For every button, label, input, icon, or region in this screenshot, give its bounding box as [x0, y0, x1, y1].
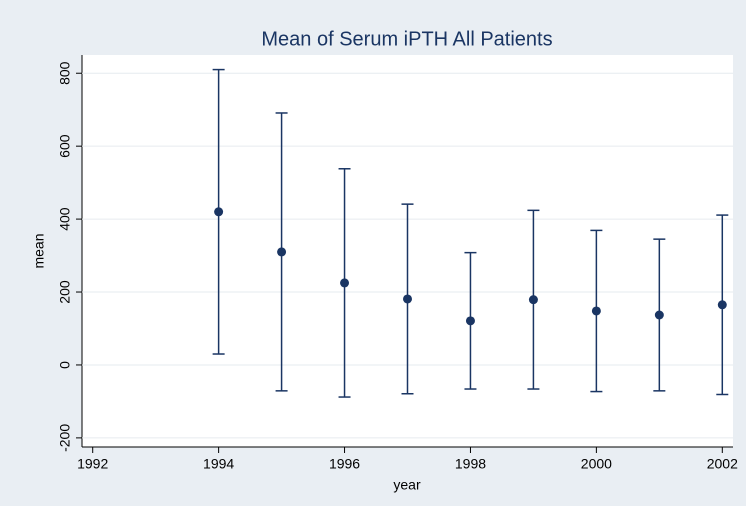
y-tick-label: 600 [57, 134, 73, 158]
point [277, 247, 287, 257]
x-tick-label: 1994 [203, 456, 234, 472]
y-axis-label: mean [31, 233, 47, 268]
x-tick-label: 2002 [707, 456, 738, 472]
x-tick-label: 1998 [455, 456, 486, 472]
point [528, 295, 538, 305]
point [654, 310, 664, 320]
x-tick-label: 2000 [581, 456, 612, 472]
point [214, 207, 224, 217]
x-tick-label: 1996 [329, 456, 360, 472]
point [591, 306, 601, 316]
x-axis-label: year [393, 477, 421, 493]
y-tick-label: -200 [57, 424, 73, 452]
point [340, 278, 350, 288]
y-tick-label: 0 [57, 361, 73, 369]
x-tick-label: 1992 [77, 456, 108, 472]
y-tick-label: 800 [57, 61, 73, 85]
point [403, 294, 412, 304]
point [717, 300, 727, 310]
y-tick-label: 200 [57, 280, 73, 304]
point [465, 316, 475, 326]
chart-title: Mean of Serum iPTH All Patients [261, 28, 552, 50]
y-tick-label: 400 [57, 207, 73, 231]
